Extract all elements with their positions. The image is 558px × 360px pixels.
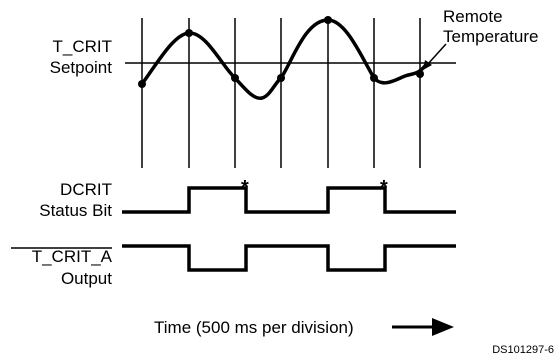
- asterisk-marker: *: [380, 177, 388, 199]
- division-lines: [141, 18, 421, 168]
- sample-point: [138, 80, 146, 88]
- tcrit-a-output-label: Output: [61, 269, 112, 288]
- remote-temp-arrowhead-icon: [423, 60, 432, 70]
- remote-temperature-label: Temperature: [443, 27, 538, 46]
- dcrit-status-label: Status Bit: [39, 201, 112, 220]
- dcrit-waveform: [122, 186, 456, 214]
- dcrit-status-label: DCRIT: [60, 180, 112, 199]
- sample-point: [185, 29, 193, 37]
- sample-point: [370, 74, 378, 82]
- tcrit-a-waveform: [122, 244, 456, 272]
- time-axis-label: Time (500 ms per division): [154, 318, 354, 337]
- t-crit-setpoint-label: T_CRIT: [53, 37, 113, 56]
- tcrit-a-output-label: T_CRIT_A: [32, 247, 113, 266]
- asterisk-marker: *: [241, 177, 249, 199]
- sample-points: [138, 16, 424, 88]
- sample-point: [277, 74, 285, 82]
- sample-point: [231, 74, 239, 82]
- remote-temperature-label: Remote: [443, 7, 503, 26]
- figure-id: DS101297-6: [492, 344, 554, 356]
- sample-point: [416, 70, 424, 78]
- t-crit-setpoint-label: Setpoint: [50, 58, 113, 77]
- temperature-curve: [140, 18, 430, 100]
- time-arrow-head-icon: [432, 318, 454, 336]
- sample-point: [324, 16, 332, 24]
- remote-temp-leader: [426, 43, 447, 66]
